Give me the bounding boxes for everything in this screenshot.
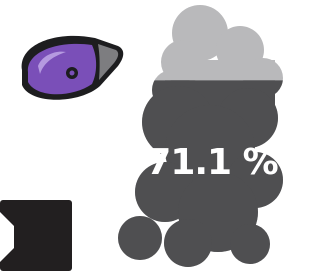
hud: 71.1 % (0, 0, 283, 271)
gauge-label: 71.1 % (146, 142, 277, 183)
eye-icon (22, 36, 124, 100)
cloud-gauge: 71.1 % (118, 5, 283, 267)
block-icon (0, 200, 72, 271)
